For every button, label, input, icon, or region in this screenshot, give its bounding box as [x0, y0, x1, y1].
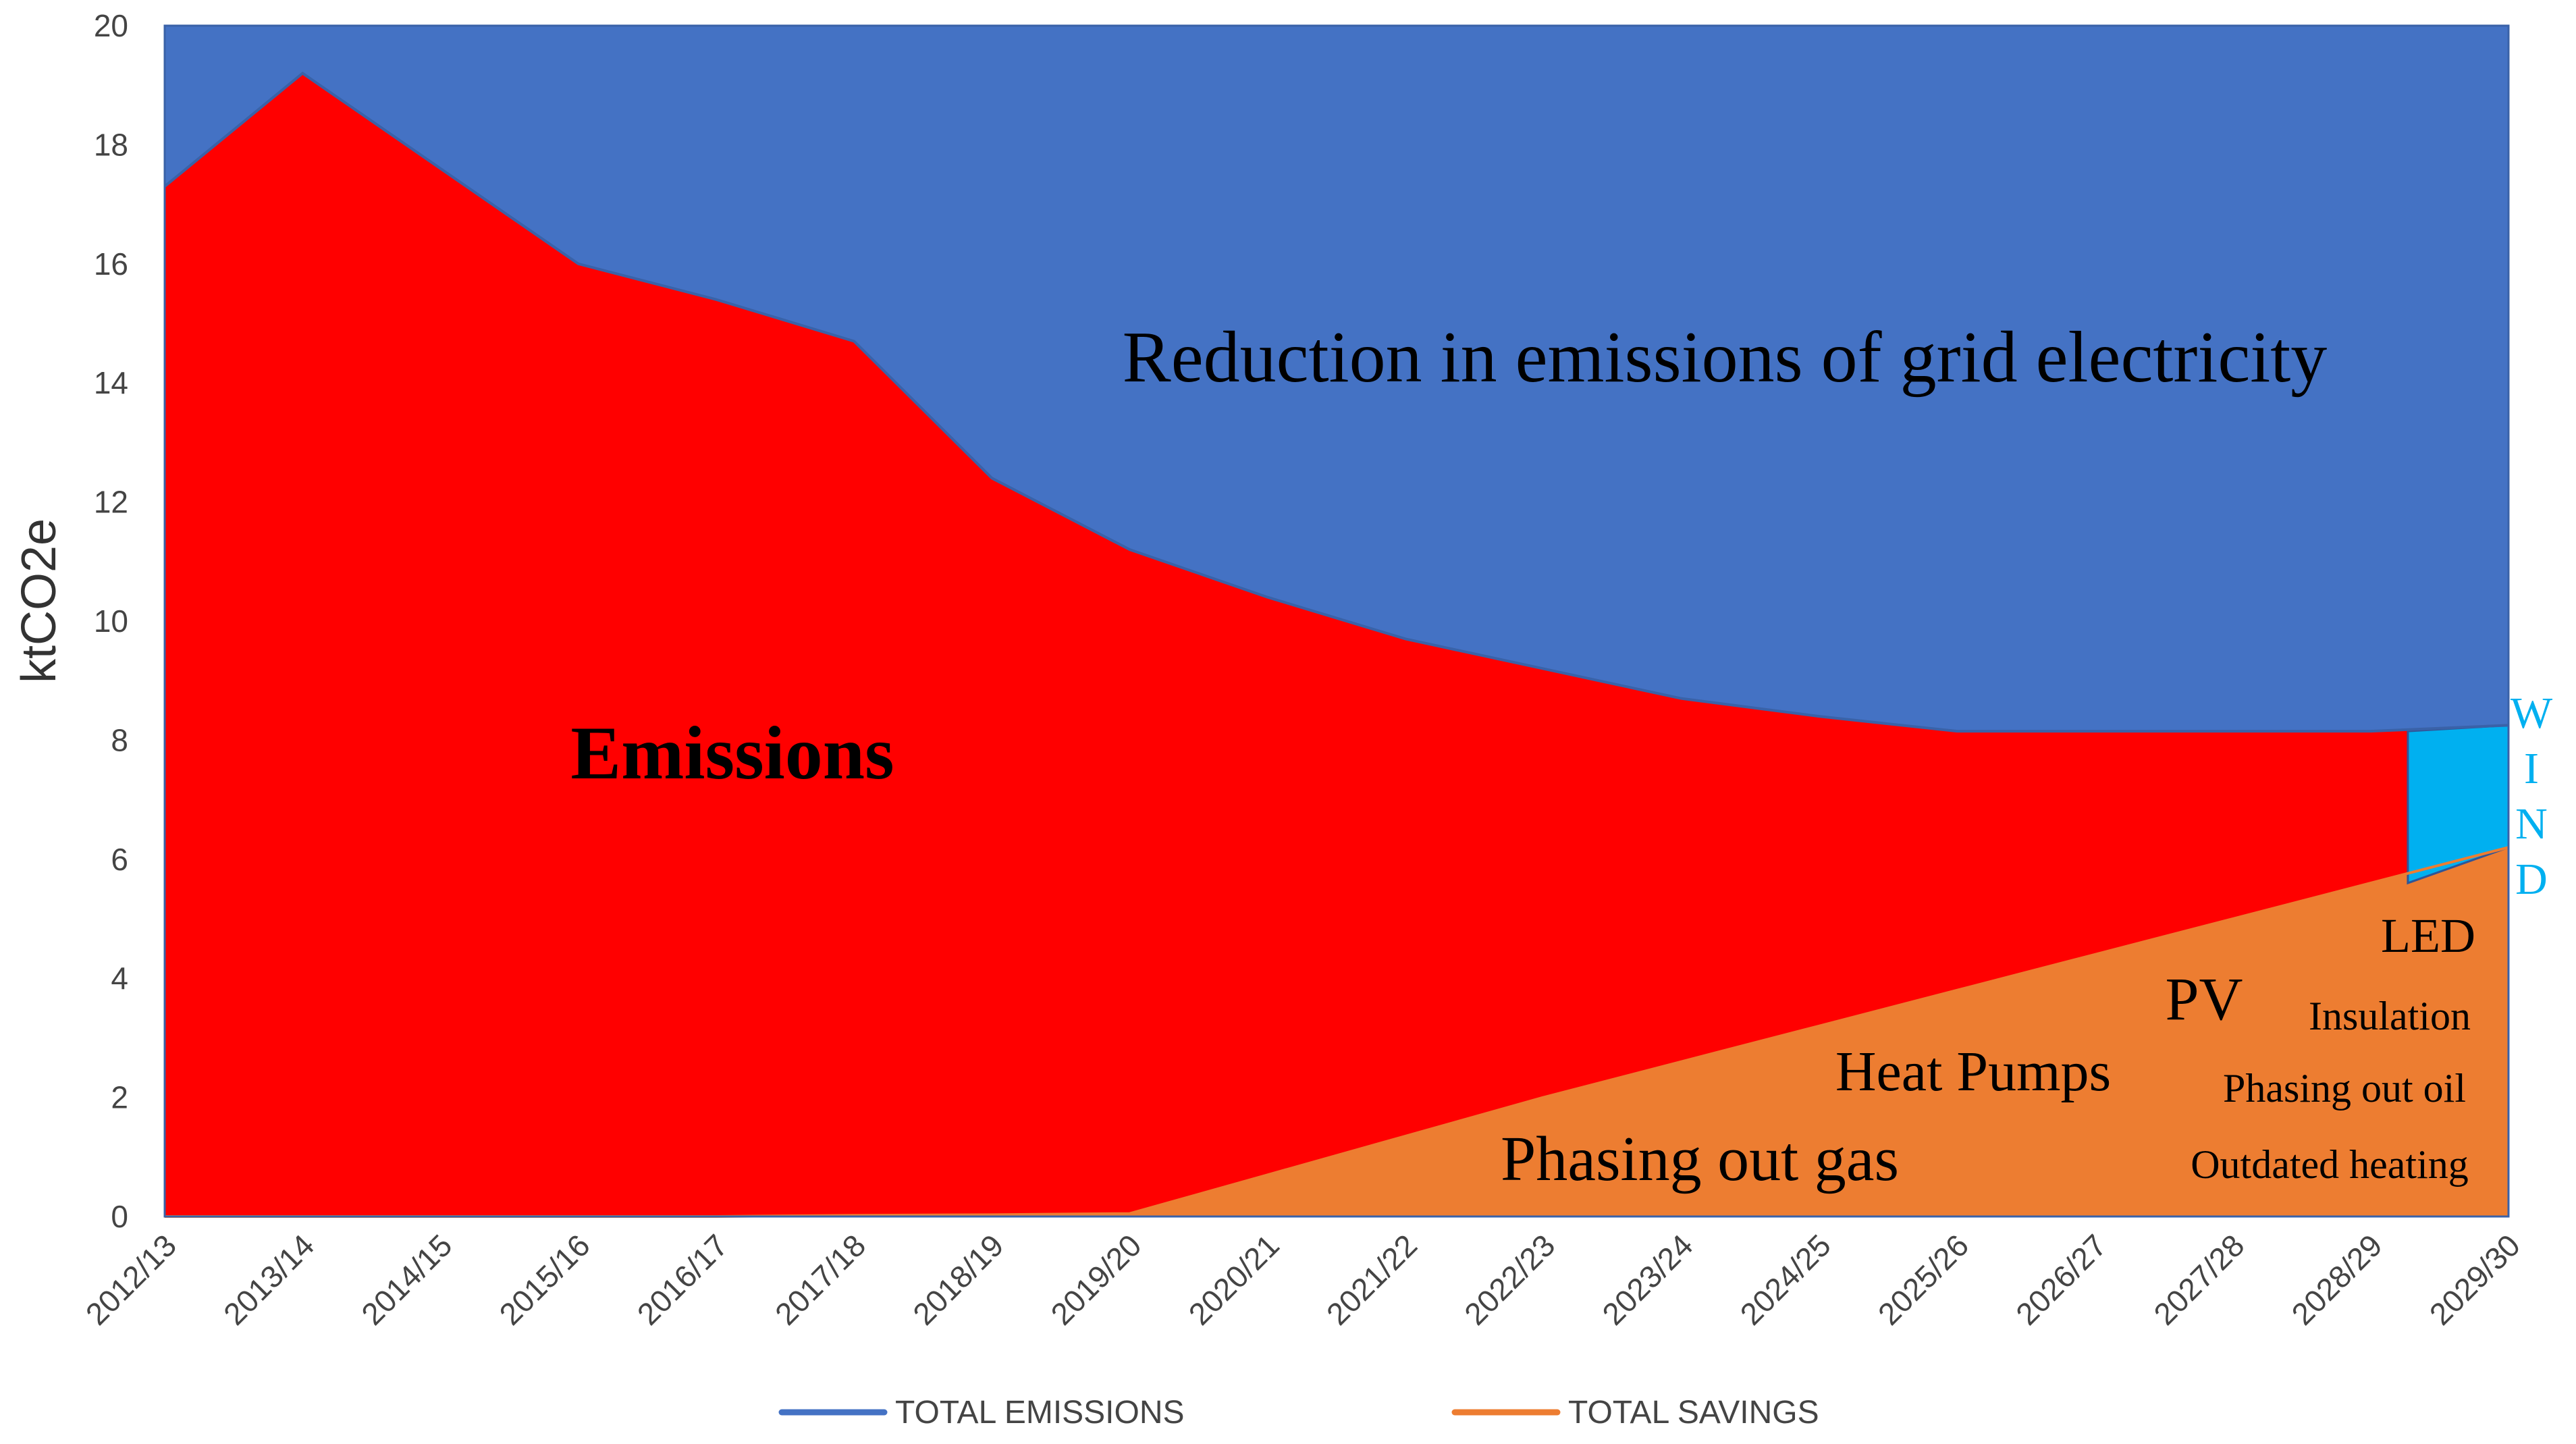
- y-tick-label: 2: [111, 1080, 128, 1115]
- y-tick-label: 18: [94, 127, 128, 162]
- total-emissions-line: [163, 72, 2509, 733]
- chart-areas: [163, 24, 2510, 1218]
- wind-letter-i: I: [2524, 744, 2539, 793]
- plot-frame: [163, 24, 2510, 1218]
- y-tick-label: 14: [94, 365, 128, 400]
- x-tick-label: 2017/18: [768, 1227, 872, 1331]
- emissions-area: [165, 73, 2508, 1216]
- heat-pumps-annotation: Heat Pumps: [1835, 1040, 2111, 1103]
- x-tick-label: 2022/23: [1457, 1227, 1561, 1331]
- x-tick-label: 2020/21: [1182, 1227, 1286, 1331]
- x-tick-label: 2015/16: [492, 1227, 596, 1331]
- x-tick-label: 2018/19: [906, 1227, 1010, 1331]
- savings-area: [165, 847, 2508, 1216]
- x-tick-label: 2027/28: [2147, 1227, 2251, 1331]
- phasing-out-gas-annotation: Phasing out gas: [1501, 1124, 1899, 1194]
- x-axis-ticks: 2012/13 2013/14 2014/15 2015/16 2016/17 2017/…: [79, 1227, 2527, 1331]
- led-annotation: LED: [2381, 909, 2475, 963]
- y-tick-label: 20: [94, 8, 128, 43]
- y-tick-label: 8: [111, 722, 128, 757]
- reduction-area: [165, 26, 2508, 732]
- x-tick-label: 2021/22: [1320, 1227, 1424, 1331]
- reduction-annotation: Reduction in emissions of grid electrici…: [1123, 317, 2328, 398]
- y-tick-label: 4: [111, 961, 128, 996]
- y-axis-ticks: 0 2 4 6 8 10 12 14 16 18 20: [94, 8, 128, 1234]
- y-tick-label: 10: [94, 604, 128, 639]
- wind-letter-d: D: [2515, 855, 2548, 904]
- y-tick-label: 0: [111, 1199, 128, 1234]
- x-tick-label: 2023/24: [1595, 1227, 1699, 1331]
- legend-total-savings-label: TOTAL SAVINGS: [1568, 1395, 1819, 1430]
- pv-annotation: PV: [2165, 966, 2243, 1033]
- phasing-out-oil-annotation: Phasing out oil: [2223, 1066, 2466, 1111]
- wind-letter-w: W: [2511, 689, 2553, 738]
- x-tick-label: 2026/27: [2009, 1227, 2113, 1331]
- y-tick-label: 6: [111, 842, 128, 877]
- x-tick-label: 2025/26: [1871, 1227, 1975, 1331]
- y-axis-label: ktCO2e: [12, 518, 66, 683]
- x-tick-label: 2024/25: [1734, 1227, 1837, 1331]
- legend-total-emissions-label: TOTAL EMISSIONS: [895, 1395, 1185, 1430]
- x-tick-label: 2028/29: [2284, 1227, 2388, 1331]
- x-tick-label: 2014/15: [354, 1227, 458, 1331]
- x-tick-label: 2029/30: [2423, 1227, 2527, 1331]
- y-tick-label: 12: [94, 485, 128, 520]
- x-tick-label: 2016/17: [630, 1227, 734, 1331]
- y-tick-label: 16: [94, 246, 128, 282]
- outdated-heating-annotation: Outdated heating: [2191, 1142, 2469, 1187]
- emissions-annotation: Emissions: [570, 712, 894, 795]
- insulation-annotation: Insulation: [2309, 994, 2471, 1038]
- legend: TOTAL EMISSIONS TOTAL SAVINGS: [778, 1395, 1819, 1430]
- x-tick-label: 2019/20: [1044, 1227, 1148, 1331]
- x-tick-label: 2012/13: [79, 1227, 183, 1331]
- wind-letter-n: N: [2515, 799, 2548, 849]
- x-tick-label: 2013/14: [217, 1227, 321, 1331]
